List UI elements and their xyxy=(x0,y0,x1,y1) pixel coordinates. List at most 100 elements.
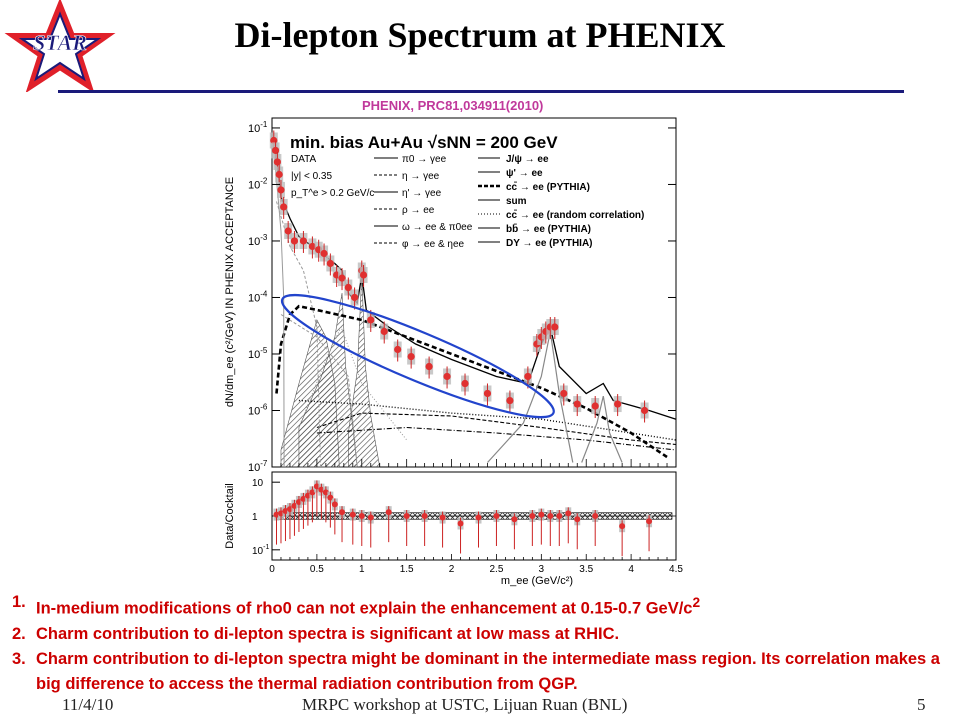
footer-date: 11/4/10 xyxy=(62,695,114,714)
legend-mid-entry: η → γee xyxy=(402,171,440,182)
data-point xyxy=(277,186,285,194)
ratio-point xyxy=(574,516,581,523)
ratio-point xyxy=(565,510,572,517)
data-point xyxy=(394,345,402,354)
x-tick-label: 2 xyxy=(449,564,455,575)
y-tick-label: 10-1 xyxy=(248,120,268,135)
note-item: 2. Charm contribution to di-lepton spectr… xyxy=(12,622,957,647)
ratio-point xyxy=(367,514,374,521)
curve-9 xyxy=(280,314,358,468)
data-point xyxy=(407,352,415,361)
note-number: 1. xyxy=(12,593,26,611)
ratio-point xyxy=(493,513,500,519)
ratio-point xyxy=(619,523,626,530)
data-point xyxy=(284,227,292,235)
y-tick-exponent: -5 xyxy=(260,346,268,355)
legend-right-entry: ψ' → ee xyxy=(506,168,543,179)
data-point xyxy=(614,400,622,408)
ratio-point xyxy=(403,513,410,519)
x-tick-label: 4.5 xyxy=(669,564,683,575)
legend-right-entry: bb̄ → ee (PYTHIA) xyxy=(506,223,591,235)
note-number: 3. xyxy=(12,649,26,668)
data-point xyxy=(425,362,433,371)
title-divider xyxy=(58,90,904,93)
y-tick-label: 10-7 xyxy=(248,459,268,474)
ratio-point xyxy=(646,518,653,525)
legend-right-entry: cc̄ → ee (random correlation) xyxy=(506,209,644,221)
x-tick-label: 4 xyxy=(628,564,634,575)
data-point xyxy=(359,271,368,279)
citation: PHENIX, PRC81,034911(2010) xyxy=(362,98,544,113)
logo-text: STAR xyxy=(33,30,87,55)
legend-right-entry: DY → ee (PYTHIA) xyxy=(506,238,593,249)
data-point xyxy=(344,283,352,292)
data-point xyxy=(338,274,346,282)
data-point xyxy=(367,316,375,324)
ratio-point xyxy=(556,513,563,519)
data-point xyxy=(308,242,316,251)
y-tick-exponent: -1 xyxy=(260,120,268,129)
curve-6 xyxy=(581,395,623,463)
note-text: In-medium modifications of rho0 can not … xyxy=(36,599,693,618)
data-point xyxy=(443,372,451,381)
data-point xyxy=(640,406,649,415)
legend-right-entry: sum xyxy=(506,196,527,207)
ratio-y-tick-label: 1 xyxy=(252,512,258,523)
ratio-point xyxy=(421,513,428,519)
x-tick-label: 1 xyxy=(359,564,365,575)
x-tick-label: 0 xyxy=(269,564,275,575)
x-axis-title: m_ee (GeV/c²) xyxy=(501,575,573,587)
data-point xyxy=(560,389,568,398)
ratio-point xyxy=(547,513,554,519)
note-superscript: 2 xyxy=(692,595,701,610)
curve-4 xyxy=(316,426,677,451)
ratio-point xyxy=(339,509,346,516)
x-tick-label: 3 xyxy=(539,564,545,575)
phi-hatched-region xyxy=(348,274,381,468)
data-point xyxy=(551,323,559,331)
y-tick-label: 10-6 xyxy=(248,402,268,417)
note-text: Charm contribution to di-lepton spectra … xyxy=(36,649,940,693)
star-logo: STAR xyxy=(0,0,120,94)
ratio-y-axis-title: Data/Cocktail xyxy=(224,483,236,548)
legend-right-entry: cc̄ → ee (PYTHIA) xyxy=(506,181,590,193)
x-tick-label: 3.5 xyxy=(579,564,593,575)
ratio-point xyxy=(331,501,338,508)
ratio-point xyxy=(457,520,464,527)
chart-title: min. bias Au+Au √sNN = 200 GeV xyxy=(290,133,558,152)
note-text: Charm contribution to di-lepton spectra … xyxy=(36,624,620,643)
data-point xyxy=(350,293,359,302)
ratio-point xyxy=(529,513,536,519)
ratio-point xyxy=(349,511,356,518)
note-item: 1. In-medium modifications of rho0 can no… xyxy=(12,590,957,622)
data-point xyxy=(320,249,328,258)
legend-mid-entry: η' → γee xyxy=(402,188,442,199)
ratio-point xyxy=(358,513,365,519)
y-tick-exponent: -3 xyxy=(260,233,268,242)
legend-left-entry: |y| < 0.35 xyxy=(291,171,332,182)
ratio-point xyxy=(439,514,446,521)
data-point xyxy=(326,259,334,268)
star-logo-graphic: STAR xyxy=(4,0,116,94)
ratio-y-tick-exponent: -1 xyxy=(263,544,269,551)
ratio-y-tick-label: 10-1 xyxy=(252,544,269,557)
legend-mid-entry: ρ → ee xyxy=(402,205,435,216)
data-point xyxy=(280,203,288,211)
note-item: 3. Charm contribution to di-lepton spectr… xyxy=(12,647,957,697)
legend-left-entry: DATA xyxy=(291,154,317,165)
notes-list: 1. In-medium modifications of rho0 can no… xyxy=(12,590,957,697)
curve-2 xyxy=(298,399,677,441)
x-tick-label: 0.5 xyxy=(310,564,324,575)
data-point xyxy=(290,237,299,245)
y-tick-label: 10-2 xyxy=(248,176,268,191)
data-point xyxy=(506,396,514,405)
highlight-ellipse xyxy=(280,294,555,419)
data-point xyxy=(299,237,308,245)
data-point xyxy=(271,146,280,155)
curve-3 xyxy=(316,412,677,446)
footer-center: MRPC workshop at USTC, Lijuan Ruan (BNL) xyxy=(302,695,628,714)
data-point xyxy=(461,379,469,388)
y-tick-exponent: -4 xyxy=(260,289,268,298)
legend-left-entry: p_T^e > 0.2 GeV/c xyxy=(291,188,374,199)
